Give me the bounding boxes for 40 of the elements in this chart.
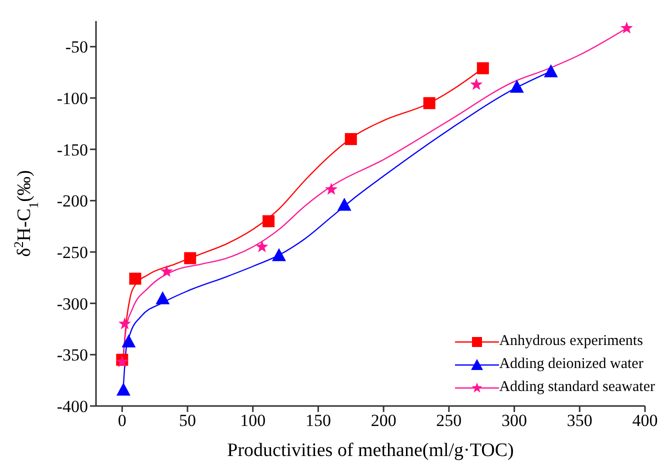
point: [256, 240, 268, 252]
point: [337, 198, 352, 211]
legend-label: Adding standard seawater: [499, 378, 655, 397]
x-tick-label: 300: [502, 411, 528, 430]
x-tick-label: 100: [240, 411, 266, 430]
point: [129, 272, 142, 285]
y-tick-label: -200: [56, 192, 88, 211]
point: [423, 97, 436, 110]
point: [156, 291, 170, 304]
point: [262, 215, 275, 228]
point: [620, 22, 633, 34]
y-tick-label: -300: [56, 294, 88, 314]
point: [272, 248, 286, 262]
y-tick-label: -400: [56, 397, 88, 416]
x-tick-label: 200: [370, 411, 396, 430]
x-tick-label: 50: [179, 411, 196, 430]
point: [325, 182, 338, 195]
y-tick-label: -350: [56, 346, 88, 365]
point: [344, 133, 357, 146]
point: [544, 64, 558, 78]
x-tick-label: 0: [118, 411, 126, 430]
point: [470, 78, 483, 90]
x-axis-title: Productivities of methane(ml/g·TOC): [227, 440, 514, 461]
point: [116, 382, 130, 396]
point: [510, 80, 524, 93]
point: [160, 264, 173, 277]
legend-label: Anhydrous experiments: [499, 332, 643, 351]
y-tick-label: -50: [65, 38, 88, 57]
y-tick-label: -250: [56, 243, 88, 262]
point: [184, 252, 196, 264]
y-tick-label: -100: [56, 89, 88, 108]
legend-label: Adding deionized water: [499, 355, 644, 374]
x-tick-label: 150: [305, 411, 331, 430]
point: [476, 62, 489, 74]
x-tick-label: 250: [436, 411, 462, 430]
y-tick-label: -150: [56, 140, 88, 160]
x-tick-label: 350: [566, 411, 592, 430]
point: [118, 317, 132, 330]
point: [122, 334, 136, 348]
x-tick-label: 400: [632, 411, 658, 430]
